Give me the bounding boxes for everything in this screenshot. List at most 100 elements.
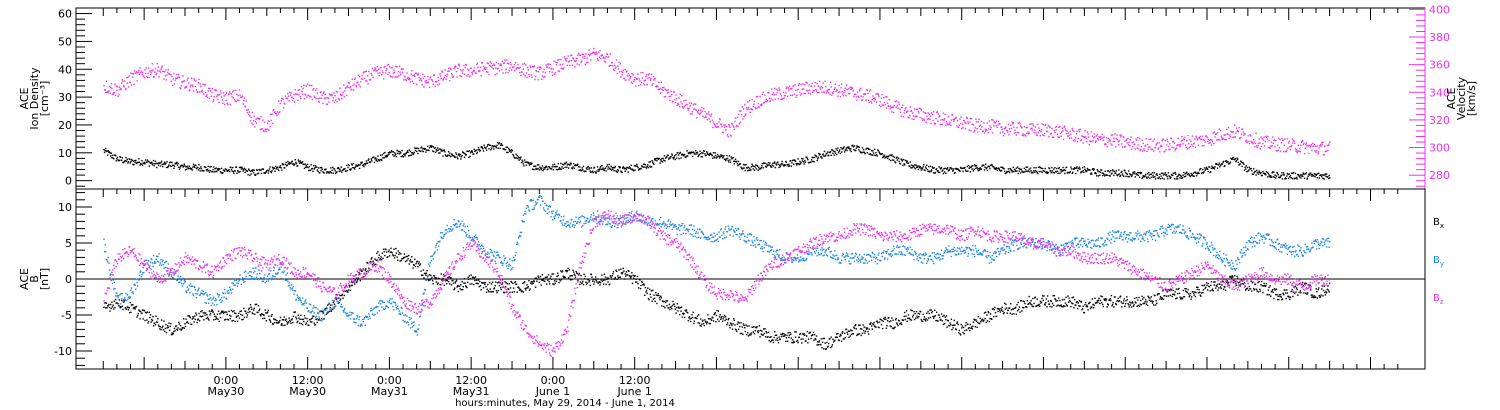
data-point	[1259, 172, 1262, 175]
data-point	[1085, 169, 1087, 172]
data-point	[359, 164, 361, 166]
data-point	[298, 162, 301, 164]
data-point	[1126, 173, 1129, 175]
data-point	[214, 168, 216, 170]
data-point	[977, 121, 979, 123]
data-point	[295, 161, 297, 164]
data-point	[679, 106, 681, 108]
data-point	[1153, 176, 1155, 178]
data-point	[1040, 170, 1042, 173]
data-point	[988, 120, 991, 122]
data-point	[197, 169, 200, 171]
data-point	[893, 104, 895, 107]
data-point	[823, 155, 825, 157]
data-point	[374, 68, 377, 70]
data-point	[1139, 171, 1141, 174]
data-point	[547, 274, 550, 276]
data-point	[645, 75, 647, 78]
data-point	[520, 289, 522, 291]
data-point	[382, 248, 385, 250]
data-point	[294, 159, 296, 161]
data-point	[176, 77, 179, 79]
data-point	[761, 93, 764, 96]
data-point	[410, 154, 412, 156]
data-point	[282, 98, 284, 100]
data-point	[273, 318, 275, 320]
data-point	[1295, 149, 1298, 151]
data-point	[840, 151, 843, 153]
data-point	[555, 64, 558, 66]
data-point	[1238, 137, 1241, 140]
data-point	[599, 57, 602, 60]
data-point	[289, 94, 292, 97]
data-point	[232, 91, 234, 93]
data-point	[634, 77, 636, 79]
data-point	[235, 316, 238, 318]
data-point	[249, 120, 252, 122]
data-point	[718, 157, 721, 159]
data-point	[165, 323, 167, 326]
data-point	[188, 165, 190, 167]
data-point	[675, 94, 677, 96]
data-point	[1187, 135, 1189, 137]
data-point	[485, 147, 487, 149]
data-point	[524, 75, 526, 77]
data-point	[1280, 142, 1282, 144]
data-point	[251, 122, 253, 124]
data-point	[447, 280, 450, 283]
data-point	[931, 113, 934, 116]
data-point	[1227, 133, 1229, 135]
data-point	[953, 120, 955, 122]
data-point	[1105, 137, 1108, 139]
data-point	[806, 89, 808, 92]
data-point	[428, 147, 431, 149]
data-point	[1157, 177, 1160, 180]
data-point	[558, 167, 561, 169]
data-point	[739, 163, 742, 165]
data-point	[856, 91, 859, 93]
data-point	[1191, 135, 1194, 137]
data-point	[231, 320, 233, 322]
data-point	[1013, 132, 1016, 135]
data-point	[596, 278, 599, 280]
data-point	[834, 87, 836, 89]
data-point	[926, 164, 928, 166]
data-point	[588, 54, 591, 57]
data-point	[1257, 144, 1259, 147]
data-point	[588, 167, 591, 169]
data-point	[868, 101, 870, 103]
data-point	[942, 169, 944, 171]
data-point	[485, 149, 488, 151]
data-point	[1097, 170, 1099, 172]
data-point	[881, 152, 883, 155]
data-point	[978, 168, 980, 170]
data-point	[185, 166, 187, 168]
data-point	[784, 94, 786, 97]
data-point	[454, 65, 456, 67]
data-point	[443, 78, 445, 80]
data-point	[761, 103, 763, 105]
data-point	[259, 118, 261, 120]
data-point	[912, 112, 914, 114]
data-point	[456, 286, 458, 288]
data-point	[537, 79, 539, 81]
data-point	[801, 160, 804, 162]
data-point	[511, 291, 513, 293]
data-point	[1176, 176, 1178, 178]
data-point	[294, 89, 296, 91]
data-point	[1034, 126, 1037, 128]
data-point	[298, 322, 301, 324]
data-point	[461, 70, 463, 72]
data-point	[855, 147, 857, 149]
data-point	[177, 76, 179, 78]
data-point	[492, 68, 494, 70]
data-point	[175, 77, 177, 80]
data-point	[171, 332, 173, 334]
data-point	[132, 160, 135, 162]
data-point	[157, 164, 160, 166]
data-point	[522, 291, 525, 293]
data-point	[435, 277, 437, 279]
data-point	[683, 153, 686, 156]
data-point	[1153, 172, 1155, 174]
data-point	[279, 111, 281, 113]
